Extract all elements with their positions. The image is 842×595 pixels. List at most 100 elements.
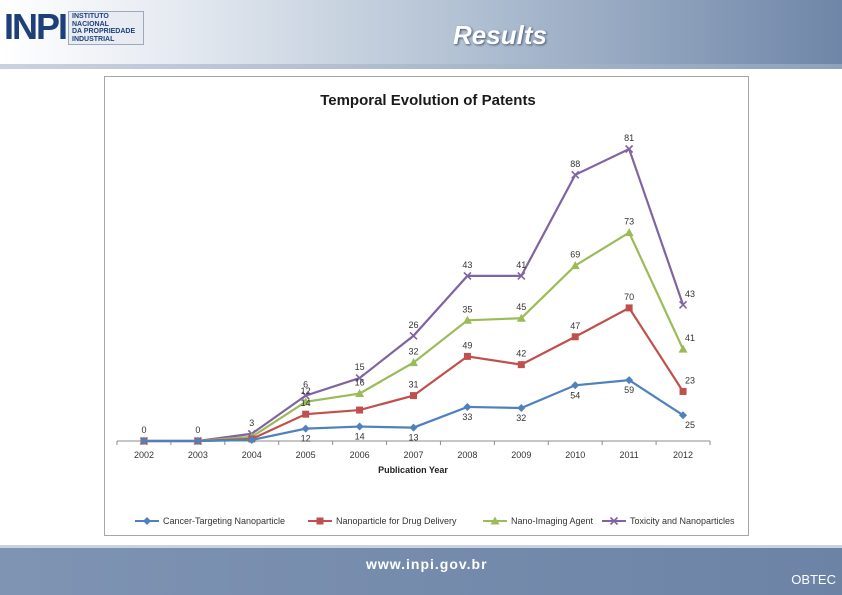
data-label: 33 xyxy=(462,412,472,422)
logo-text: INSTITUTO NACIONAL DA PROPRIEDADE INDUST… xyxy=(72,13,136,43)
data-label: 0 xyxy=(141,425,146,435)
legend-marker xyxy=(143,517,151,525)
website-url[interactable]: www.inpi.gov.br xyxy=(366,556,488,572)
legend-label: Nano-Imaging Agent xyxy=(511,516,594,526)
data-label: 31 xyxy=(408,380,418,390)
data-label: 3 xyxy=(249,418,254,428)
x-tick-label: 2008 xyxy=(457,450,477,460)
data-label: 43 xyxy=(685,289,695,299)
data-label: 14 xyxy=(355,432,365,442)
legend-item: Toxicity and Nanoparticles xyxy=(602,516,735,526)
data-label: 41 xyxy=(516,260,526,270)
data-point xyxy=(355,373,364,383)
x-tick-label: 2003 xyxy=(188,450,208,460)
data-point xyxy=(463,402,472,411)
data-point xyxy=(139,437,148,445)
data-label: 43 xyxy=(462,260,472,270)
data-label: 14 xyxy=(301,398,311,408)
data-label: 32 xyxy=(408,347,418,357)
data-point xyxy=(409,423,418,432)
series-4 xyxy=(139,144,688,446)
data-point xyxy=(301,424,310,433)
legend-marker xyxy=(609,516,619,526)
header-divider xyxy=(0,64,842,69)
data-point xyxy=(679,411,688,420)
x-tick-label: 2006 xyxy=(350,450,370,460)
data-point xyxy=(462,315,472,324)
x-tick-label: 2002 xyxy=(134,450,154,460)
data-point xyxy=(517,403,526,412)
logo-mark: INPI xyxy=(4,6,68,47)
corner-label: OBTEC xyxy=(791,572,836,587)
data-label: 13 xyxy=(408,433,418,443)
data-label: 42 xyxy=(516,349,526,359)
x-tick-label: 2011 xyxy=(619,450,638,460)
legend-label: Cancer-Targeting Nanoparticle xyxy=(163,516,285,526)
data-label: 69 xyxy=(570,250,580,260)
data-point xyxy=(409,358,418,367)
footer-divider xyxy=(0,545,842,548)
data-label: 15 xyxy=(355,362,365,372)
data-label: 54 xyxy=(570,390,580,400)
data-point xyxy=(247,435,256,444)
legend-label: Nanoparticle for Drug Delivery xyxy=(336,516,457,526)
data-label: 0 xyxy=(195,425,200,435)
data-point xyxy=(571,170,580,179)
data-label: 81 xyxy=(624,133,634,143)
data-label: 73 xyxy=(624,217,634,227)
data-label: 49 xyxy=(462,340,472,350)
data-point xyxy=(678,344,688,353)
x-tick-label: 2009 xyxy=(511,450,531,460)
data-label: 23 xyxy=(685,375,695,385)
legend-item: Cancer-Targeting Nanoparticle xyxy=(135,516,285,526)
data-label: 16 xyxy=(355,378,365,388)
inpi-logo: INPI INSTITUTO NACIONAL DA PROPRIEDADE I… xyxy=(4,6,144,47)
data-point xyxy=(301,391,310,400)
data-label: 12 xyxy=(301,386,311,396)
data-point xyxy=(410,392,417,400)
data-point xyxy=(355,422,364,431)
legend-item: Nanoparticle for Drug Delivery xyxy=(308,516,457,526)
x-tick-label: 2004 xyxy=(242,450,262,460)
data-point xyxy=(678,300,688,309)
line-chart: Temporal Evolution of Patents 2002 2003 200… xyxy=(116,92,735,526)
data-point xyxy=(625,376,634,385)
data-point xyxy=(679,387,687,395)
data-point xyxy=(409,331,418,340)
data-point xyxy=(571,333,579,341)
legend-item: Nano-Imaging Agent xyxy=(483,516,594,526)
data-label: 47 xyxy=(570,321,580,331)
data-point xyxy=(193,437,202,445)
legend-label: Toxicity and Nanoparticles xyxy=(630,516,735,526)
series-1 xyxy=(139,376,688,445)
data-point xyxy=(463,352,471,360)
slide-header: INPI INSTITUTO NACIONAL DA PROPRIEDADE I… xyxy=(0,0,842,64)
legend-marker xyxy=(490,516,500,525)
x-tick-label: 2012 xyxy=(673,450,693,460)
data-point xyxy=(301,397,311,406)
data-label: 70 xyxy=(624,292,634,302)
page-title: Results xyxy=(453,20,547,50)
data-label: 6 xyxy=(303,380,308,390)
data-label: 35 xyxy=(462,304,472,314)
slide-footer: www.inpi.gov.br OBTEC xyxy=(0,548,842,595)
data-label: 25 xyxy=(685,420,695,430)
chart-title: Temporal Evolution of Patents xyxy=(320,92,536,109)
data-point xyxy=(356,406,364,414)
x-axis-label: Publication Year xyxy=(378,465,448,475)
x-tick-label: 2010 xyxy=(565,450,585,460)
data-point xyxy=(625,144,634,154)
chart-frame: Temporal Evolution of Patents 2002 2003 200… xyxy=(104,76,749,536)
data-point xyxy=(517,271,526,280)
data-label: 45 xyxy=(516,302,526,312)
data-point xyxy=(571,381,580,390)
data-point xyxy=(463,271,472,280)
data-label: 12 xyxy=(301,434,311,444)
data-point xyxy=(570,261,580,270)
x-tick-label: 2007 xyxy=(403,450,423,460)
data-label: 26 xyxy=(408,320,418,330)
data-label: 88 xyxy=(570,159,580,169)
data-point xyxy=(355,389,365,398)
data-point xyxy=(516,313,526,322)
x-tick-label: 2005 xyxy=(296,450,316,460)
